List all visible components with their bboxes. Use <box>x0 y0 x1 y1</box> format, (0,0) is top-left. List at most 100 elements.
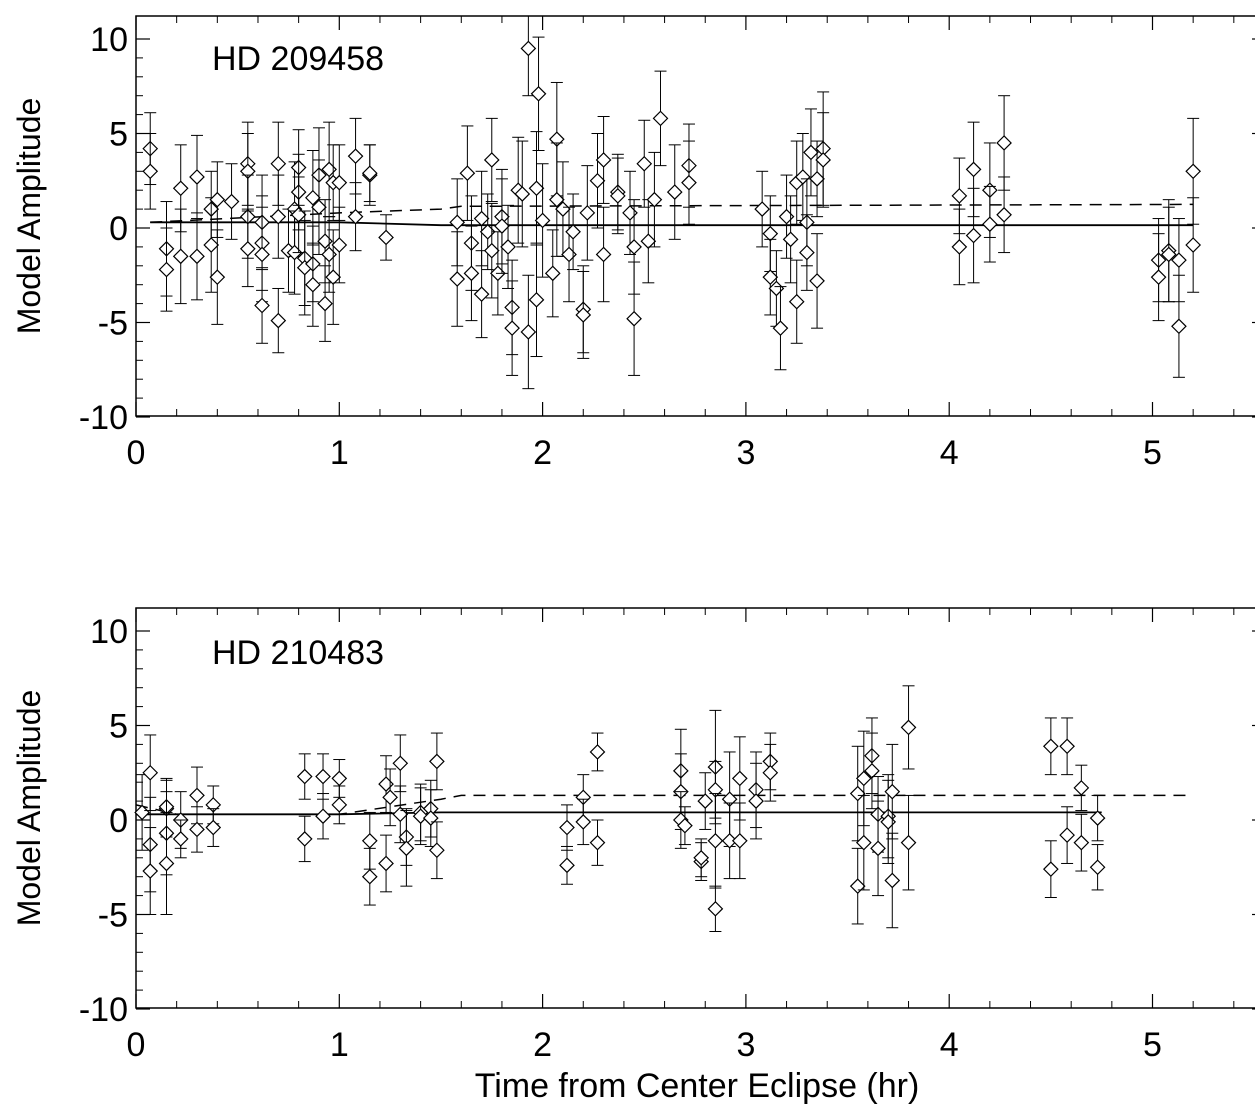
diamond-marker <box>754 201 771 217</box>
diamond-marker <box>589 834 606 851</box>
diamond-marker <box>626 310 642 327</box>
data-point <box>762 238 779 316</box>
diamond-marker <box>361 868 378 885</box>
diamond-marker <box>782 231 799 248</box>
diamond-marker <box>1185 163 1202 180</box>
axis-tick-labels: 0 1 2 3 4 5 -10 -5 0 5 10 <box>79 613 1162 1064</box>
diamond-marker <box>378 776 394 792</box>
data-point <box>205 808 222 847</box>
data-point <box>473 250 490 339</box>
data-point <box>347 182 364 252</box>
diamond-marker <box>565 223 581 240</box>
diamond-marker <box>561 246 577 263</box>
data-point <box>900 685 917 770</box>
star-name-label: HD 209458 <box>212 40 384 78</box>
diamond-marker <box>520 324 537 340</box>
data-point <box>900 794 917 891</box>
diamond-marker <box>880 814 897 830</box>
diamond-marker <box>794 169 811 185</box>
diamond-marker <box>378 229 394 246</box>
diamond-marker <box>270 155 287 172</box>
data-point <box>331 785 348 825</box>
diamond-marker <box>189 169 205 185</box>
x-tick-label: 0 <box>127 1026 146 1064</box>
diamond-marker <box>731 832 748 849</box>
diamond-marker <box>473 210 490 227</box>
data-point <box>799 214 815 291</box>
data-point <box>311 159 327 255</box>
diamond-marker <box>347 148 364 165</box>
data-point <box>748 762 764 840</box>
y-axis-label: Model Amplitude <box>11 98 47 335</box>
diamond-marker <box>589 172 606 189</box>
x-axis-label: Time from Center Eclipse (hr) <box>475 1067 920 1105</box>
data-point <box>951 208 968 286</box>
data-point <box>640 199 657 284</box>
x-tick-label: 2 <box>533 1026 552 1064</box>
diamond-marker <box>189 248 205 265</box>
diamond-marker <box>270 208 287 225</box>
diamond-marker <box>951 188 968 204</box>
x-tick-label: 4 <box>940 434 959 472</box>
data-point <box>473 170 490 267</box>
diamond-marker <box>544 265 561 282</box>
data-point <box>646 151 663 248</box>
dashed-model-line <box>135 794 1194 816</box>
diamond-marker <box>142 863 159 879</box>
data-point <box>788 259 805 344</box>
diamond-marker <box>254 246 270 263</box>
diamond-marker <box>884 872 901 889</box>
diamond-marker <box>707 832 724 849</box>
data-point <box>849 745 866 842</box>
diamond-marker <box>254 297 270 314</box>
data-point <box>378 214 394 261</box>
diamond-marker <box>172 248 189 265</box>
diamond-marker <box>483 152 500 168</box>
data-point <box>965 187 982 284</box>
data-point <box>1059 717 1075 776</box>
data-point <box>731 802 748 880</box>
diamond-marker <box>392 755 409 772</box>
diamond-marker <box>626 239 642 255</box>
diamond-marker <box>855 834 872 851</box>
data-point <box>666 144 683 240</box>
data-point <box>555 161 571 257</box>
diamond-marker <box>317 295 333 312</box>
diamond-marker <box>1089 810 1106 826</box>
data-point <box>500 204 516 289</box>
diamond-marker <box>429 842 445 859</box>
plot-frame <box>135 15 1255 417</box>
diamond-marker <box>331 237 348 253</box>
data-point <box>1043 840 1059 898</box>
data-point <box>548 142 565 257</box>
x-tick-label: 1 <box>330 1026 349 1064</box>
data-point <box>561 206 577 303</box>
diamond-marker <box>305 189 321 206</box>
data-point <box>589 732 606 772</box>
x-tick-label: 4 <box>940 1026 959 1064</box>
diamond-marker <box>412 808 429 825</box>
diamond-marker <box>361 165 378 182</box>
x-tick-label: 5 <box>1143 434 1162 472</box>
diamond-marker <box>1043 861 1059 877</box>
diamond-marker <box>321 161 337 178</box>
diamond-marker <box>677 817 693 834</box>
diamond-marker <box>849 878 866 894</box>
diamond-marker <box>270 312 287 329</box>
solid-model-line <box>150 221 1194 227</box>
data-point <box>382 768 398 827</box>
y-tick-label: 10 <box>90 21 128 59</box>
diamond-marker <box>494 218 510 234</box>
diamond-marker <box>142 764 159 781</box>
diamond-marker <box>965 227 982 244</box>
diamond-marker <box>951 239 968 255</box>
data-point <box>429 732 445 791</box>
diamond-marker <box>1073 834 1090 851</box>
data-point <box>361 811 378 870</box>
y-tick-label: 0 <box>109 802 128 840</box>
data-point <box>870 800 886 897</box>
diamond-marker <box>693 849 710 866</box>
data-point <box>514 140 531 248</box>
diamond-marker <box>855 770 872 787</box>
diamond-marker <box>189 787 205 804</box>
